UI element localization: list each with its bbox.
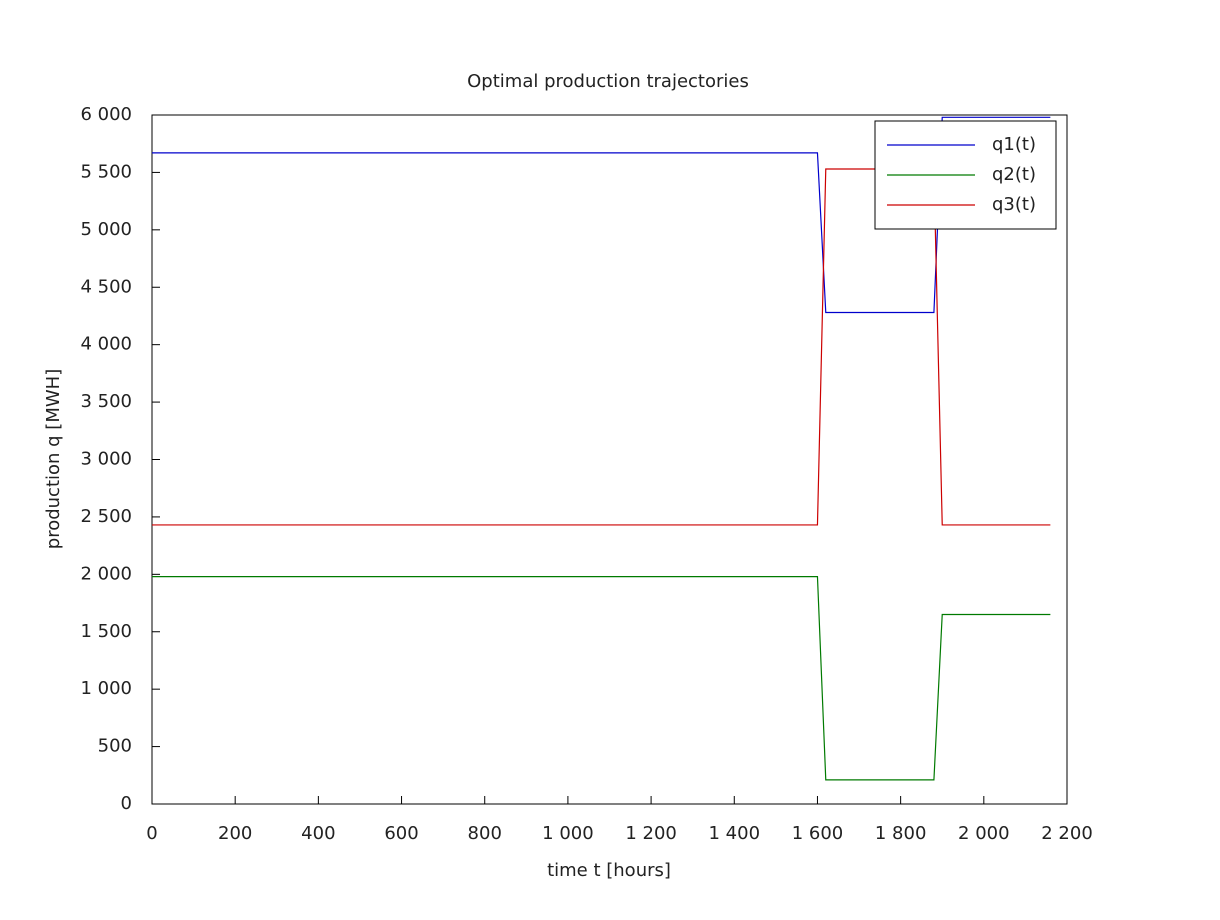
x-tick-label: 0 (146, 823, 157, 844)
x-tick-label: 2 000 (958, 823, 1010, 844)
x-tick-label: 1 200 (625, 823, 677, 844)
x-tick-label: 800 (468, 823, 502, 844)
x-tick-label: 1 600 (792, 823, 844, 844)
y-tick-label: 4 500 (80, 276, 132, 297)
y-tick-label: 3 000 (80, 449, 132, 470)
legend-label: q3(t) (992, 194, 1036, 215)
y-axis-label: production q [MWH] (43, 369, 64, 549)
legend-label: q2(t) (992, 164, 1036, 185)
x-tick-label: 1 000 (542, 823, 594, 844)
y-tick-label: 1 000 (80, 678, 132, 699)
chart-title: Optimal production trajectories (467, 71, 749, 92)
y-tick-label: 500 (98, 736, 132, 757)
y-tick-label: 5 000 (80, 219, 132, 240)
y-tick-label: 5 500 (80, 161, 132, 182)
y-tick-label: 2 000 (80, 563, 132, 584)
y-tick-label: 0 (121, 793, 132, 814)
y-tick-label: 4 000 (80, 334, 132, 355)
x-tick-label: 200 (218, 823, 252, 844)
y-tick-label: 1 500 (80, 621, 132, 642)
x-tick-label: 400 (301, 823, 335, 844)
y-tick-label: 3 500 (80, 391, 132, 412)
y-tick-label: 6 000 (80, 104, 132, 125)
y-tick-label: 2 500 (80, 506, 132, 527)
line-series (152, 576, 1051, 781)
x-tick-label: 2 200 (1041, 823, 1093, 844)
line-series (152, 116, 1051, 314)
legend-label: q1(t) (992, 134, 1036, 155)
x-axis-label: time t [hours] (547, 860, 671, 881)
x-tick-label: 1 400 (709, 823, 761, 844)
x-tick-label: 1 800 (875, 823, 927, 844)
x-tick-label: 600 (384, 823, 418, 844)
